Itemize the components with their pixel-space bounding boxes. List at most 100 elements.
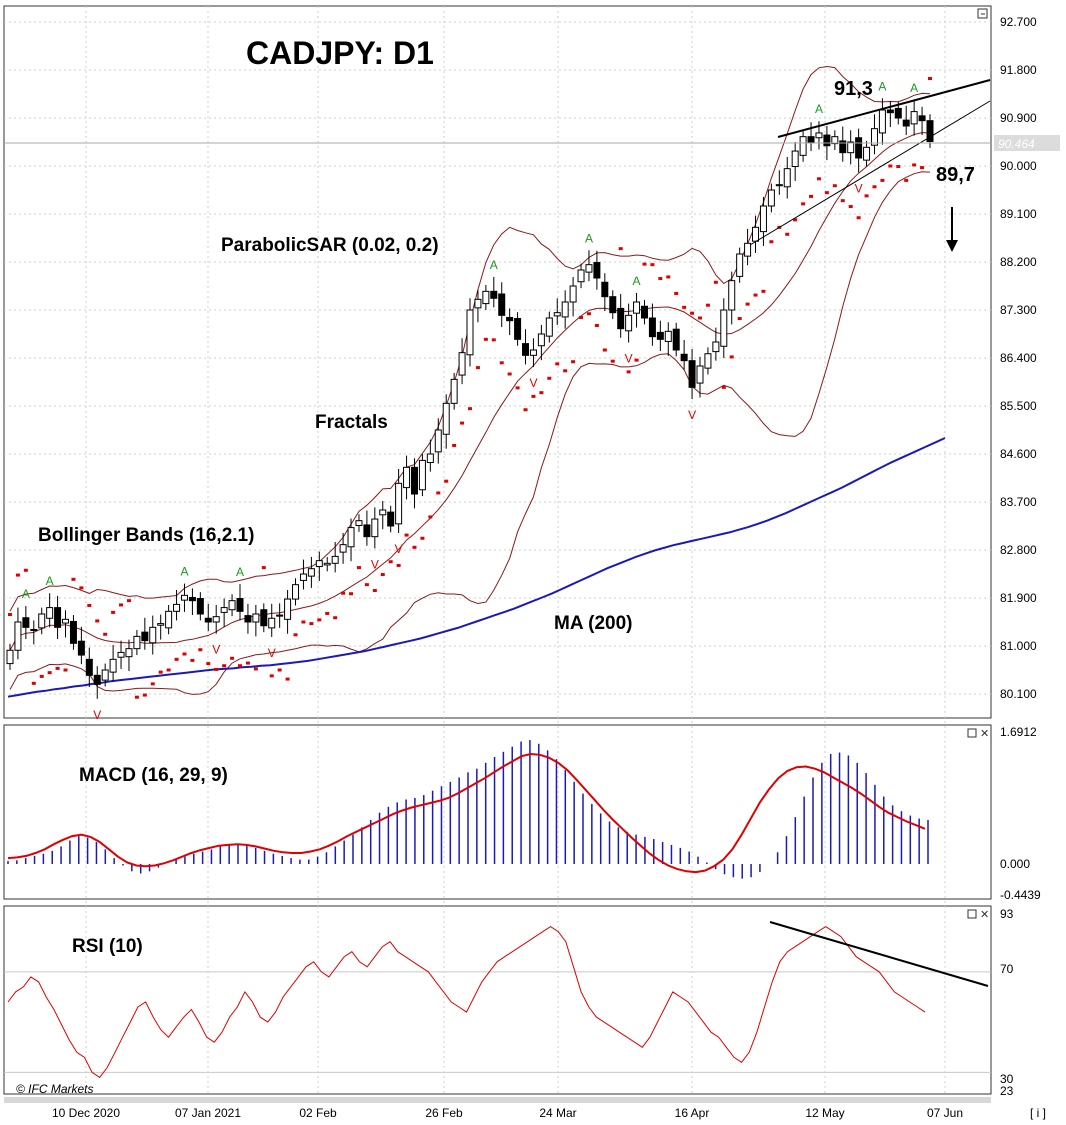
x-tick-label: 02 Feb [299,1106,337,1120]
candle-body [704,353,712,369]
candle [347,518,355,562]
parabolic-sar-dot [801,202,806,206]
candle-body [236,598,244,612]
candle-body [14,621,22,651]
candle [625,303,633,343]
candle-body [442,402,450,435]
macd-panel-close-icon[interactable]: ✕ [980,728,989,740]
candle-body [276,614,284,617]
macd-panel [3,724,992,900]
parabolic-sar-dot [452,443,457,447]
rsi-line [7,926,926,1079]
parabolic-sar-dot [610,359,615,363]
candle [482,284,490,310]
parabolic-sar-dot [87,603,92,607]
candle [902,105,910,136]
candle-body [553,312,561,317]
candle-body [284,598,292,620]
parabolic-sar-dot [674,291,679,295]
candle-body [299,573,307,581]
parabolic-sar-dot [888,164,893,168]
fractal-down-icon: V [93,708,101,722]
candle [609,290,617,320]
candle [450,372,458,410]
candle [617,294,625,338]
parabolic-sar-dot [166,668,171,672]
candle-body [577,269,585,283]
candle [30,620,38,645]
candle-body [450,378,458,404]
parabolic-sar-dot [428,515,433,519]
candle [418,454,426,497]
candle-body [244,615,252,623]
candle-body [648,317,656,338]
candle [736,247,744,283]
candle-body [767,189,775,207]
candle-body [410,466,418,495]
candle [141,617,149,650]
price-panel-close-icon[interactable] [977,8,988,19]
parabolic-sar-dot [404,533,409,537]
fractal-up-icon: A [236,565,244,579]
rsi-panel-close-icon[interactable]: ✕ [980,909,989,921]
candle-body [633,301,641,314]
parabolic-sar-dot [333,616,338,620]
x-tick-label: 07 Jan 2021 [175,1106,241,1120]
fractal-down-icon: V [268,646,276,660]
price-tick-label: 80.100 [1000,687,1037,701]
parabolic-sar-dot [103,632,108,636]
candle-body [458,352,466,376]
candle [767,183,775,213]
candle [173,590,181,621]
candle-body [617,307,625,330]
parabolic-sar-dot [491,338,496,342]
candle [474,290,482,323]
candle-body [46,607,54,619]
corner-info-label[interactable]: [ i ] [1030,1106,1046,1120]
candle-body [339,544,347,553]
candle-body [403,466,411,489]
parabolic-sar-dot [206,662,211,666]
candle-body [712,341,720,353]
parabolic-sar-dot [444,479,449,483]
macd-panel-maximize-icon[interactable] [967,728,977,738]
candle [514,312,522,346]
candle-body [363,524,371,538]
parabolic-sar-dot [856,216,861,220]
candle [299,559,307,590]
bollinger-middle-band [9,132,931,651]
parabolic-sar-dot [245,661,250,665]
fractal-up-icon: A [490,258,498,272]
parabolic-sar-dot [634,358,639,362]
candle [593,250,601,290]
macd-tick-label: 1.6912 [1000,725,1037,739]
rsi-panel-maximize-icon[interactable] [967,909,977,919]
candle [688,348,696,400]
candle-body [688,360,696,388]
rsi-tick-label: 70 [1000,962,1014,976]
candle-body [752,226,760,242]
parabolic-sar-dot [547,376,552,380]
candle [791,142,799,181]
parabolic-sar-dot [563,369,568,373]
candle [292,578,300,606]
parabolic-sar-dot [277,668,282,672]
candle-body [839,140,847,154]
parabolic-sar-dot [475,366,480,370]
parabolic-sar-dot [372,589,377,593]
candle-body [902,119,910,127]
candle [680,339,688,370]
candle-body [292,584,300,600]
candle-body [133,635,141,650]
candle [387,505,395,533]
bollinger-lower-band [9,171,931,695]
ma-label: MA (200) [554,613,632,634]
candle [69,615,77,650]
parabolic-sar-dot [745,302,750,306]
resistance-label: 91,3 [834,78,873,100]
candle [410,458,418,509]
rsi-tick-label: 23 [1000,1084,1014,1098]
candle-body [625,314,633,332]
fractal-up-icon: A [878,79,886,93]
